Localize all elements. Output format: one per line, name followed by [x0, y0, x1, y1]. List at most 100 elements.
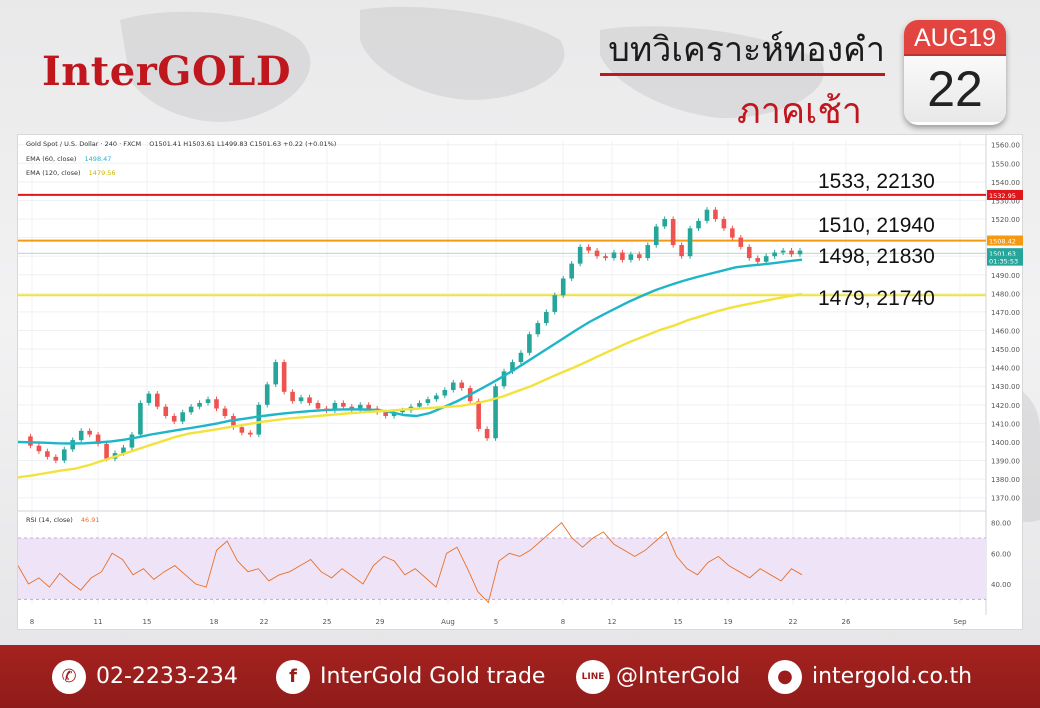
candle-body	[746, 246, 752, 259]
price-tag	[987, 255, 1023, 266]
candle-body	[36, 445, 42, 452]
candle-body	[459, 382, 465, 389]
candle-body	[121, 447, 126, 454]
time-tick-label: Sep	[953, 618, 967, 626]
footer-phone-text: 02-2233-234	[96, 664, 238, 689]
candle-body	[95, 434, 101, 444]
candle-body	[425, 399, 431, 403]
price-tick-label: 1480.00	[991, 290, 1020, 298]
calendar-month: AUG19	[904, 20, 1006, 56]
candle-body	[586, 246, 591, 251]
candle-body	[315, 402, 321, 409]
time-tick-label: Aug	[441, 618, 455, 626]
candle-body	[87, 430, 92, 435]
level-annotation: 1479, 21740	[818, 287, 935, 310]
candle-body	[679, 245, 684, 257]
price-tick-label: 1470.00	[991, 309, 1020, 317]
page-title: บทวิเคราะห์ทองคำ	[608, 30, 885, 70]
time-tick-label: 11	[94, 618, 103, 626]
candle-body	[704, 209, 710, 221]
level-annotation: 1498, 21830	[818, 245, 935, 268]
candle-body	[755, 258, 761, 262]
time-tick-label: 18	[210, 618, 219, 626]
price-tick-label: 1370.00	[991, 495, 1020, 503]
footer-facebook[interactable]: f InterGold Gold trade	[276, 645, 545, 708]
candle-body	[501, 371, 507, 387]
price-tick-label: 1420.00	[991, 402, 1020, 410]
candle-body	[484, 428, 490, 439]
title-underline	[600, 73, 885, 76]
page-subtitle: ภาคเช้า	[737, 91, 862, 132]
candle-body	[400, 410, 405, 413]
candle-body	[222, 408, 228, 416]
candle-body	[78, 430, 84, 441]
candle-body	[476, 401, 481, 429]
time-tick-label: 5	[494, 618, 498, 626]
price-tick-label: 1550.00	[991, 160, 1020, 168]
candle-body	[645, 245, 651, 259]
footer-facebook-text: InterGold Gold trade	[320, 664, 546, 689]
candle-body	[544, 311, 549, 324]
time-tick-label: 8	[30, 618, 34, 626]
candle-body	[789, 250, 794, 255]
rsi-band	[18, 538, 986, 600]
facebook-icon: f	[276, 659, 310, 694]
candle-body	[53, 456, 59, 461]
footer-phone[interactable]: ✆ 02-2233-234	[52, 645, 238, 708]
time-tick-label: 29	[376, 618, 385, 626]
calendar-day: 22	[904, 56, 1006, 122]
rsi-tick-label: 60.00	[991, 550, 1011, 558]
price-tag-label: 1508.42	[989, 238, 1016, 246]
price-tick-label: 1460.00	[991, 328, 1020, 336]
ema60-legend: EMA (60, close) 1498.47	[26, 155, 111, 163]
candle-body	[510, 362, 515, 372]
candle-body	[129, 434, 135, 448]
ema60-label: EMA (60, close)	[26, 155, 77, 163]
candle-body	[391, 412, 397, 416]
candle-body	[357, 404, 363, 411]
rsi-tick-label: 80.00	[991, 520, 1011, 528]
candle-body	[417, 402, 422, 407]
phone-icon: ✆	[52, 659, 86, 694]
candle-body	[493, 386, 498, 439]
candle-body	[552, 295, 558, 312]
candle-body	[603, 256, 608, 259]
ema120-value: 1479.56	[88, 169, 116, 177]
candle-body	[155, 393, 160, 407]
level-annotation: 1510, 21940	[818, 214, 935, 237]
ema60-value: 1498.47	[84, 155, 112, 163]
symbol-label: Gold Spot / U.S. Dollar · 240 · FXCM	[26, 140, 142, 148]
footer-web[interactable]: ● intergold.co.th	[768, 645, 972, 708]
candle-body	[256, 404, 262, 435]
time-tick-label: 8	[561, 618, 565, 626]
candle-body	[442, 389, 448, 396]
time-tick-label: 25	[323, 618, 332, 626]
chart-canvas: 1560.001550.001540.001530.001520.001510.…	[18, 135, 1023, 626]
time-tick-label: 15	[674, 618, 683, 626]
price-tag-label: 01:35:53	[989, 258, 1018, 266]
candle-body	[180, 412, 185, 422]
candle-body	[341, 402, 346, 407]
candle-body	[307, 397, 312, 403]
price-tag-label: 1532.95	[989, 192, 1016, 200]
candle-body	[366, 404, 372, 409]
ema120-label: EMA (120, close)	[26, 169, 81, 177]
candle-body	[611, 252, 617, 259]
candle-body	[772, 252, 777, 257]
candle-body	[239, 427, 245, 433]
candle-body	[214, 399, 219, 409]
candle-body	[628, 254, 634, 260]
ema120-line	[18, 292, 803, 479]
date-calendar-badge: AUG19 22	[904, 20, 1006, 125]
footer-line[interactable]: LINE @InterGold	[576, 645, 740, 708]
candle-body	[163, 406, 169, 416]
rsi-label: RSI (14, close)	[26, 516, 73, 524]
candle-body	[637, 254, 642, 259]
candle-body	[298, 397, 304, 402]
candle-body	[70, 440, 76, 450]
candle-body	[738, 237, 744, 247]
candle-body	[687, 228, 693, 257]
ohlc-readout: O1501.41 H1503.61 L1499.83 C1501.63 +0.2…	[149, 140, 337, 148]
candle-body	[560, 278, 566, 296]
trading-chart[interactable]: 1560.001550.001540.001530.001520.001510.…	[17, 134, 1023, 630]
